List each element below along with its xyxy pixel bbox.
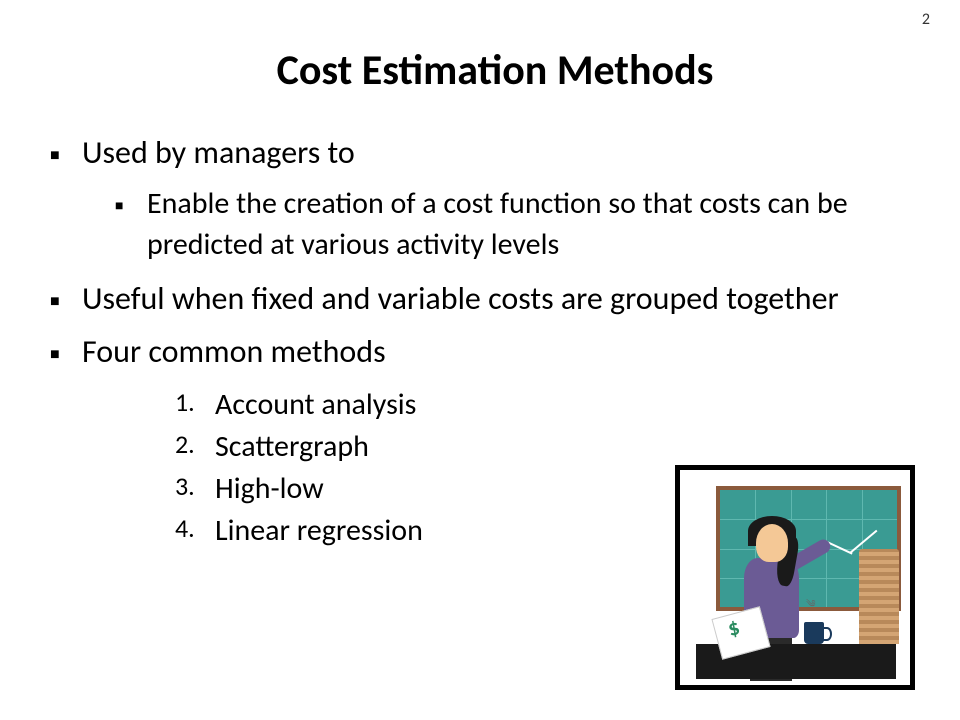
page-number: 2 <box>922 10 930 29</box>
numbered-text: Scattergraph <box>215 426 369 468</box>
numbered-text: High-low <box>215 468 324 510</box>
numbered-item: 1. Account analysis <box>175 384 910 426</box>
sub-bullet-item: ■ Enable the creation of a cost function… <box>115 184 910 265</box>
bullet-text: Used by managers to <box>82 131 355 174</box>
list-number: 4. <box>175 510 215 546</box>
sub-bullet-text: Enable the creation of a cost function s… <box>147 184 850 265</box>
steam-icon: ༄ <box>806 593 816 621</box>
bullet-text: Useful when fixed and variable costs are… <box>82 277 839 320</box>
clipart-presenter-icon: $ ༄ <box>675 465 915 690</box>
bullet-item: ■ Useful when fixed and variable costs a… <box>50 277 910 320</box>
numbered-text: Linear regression <box>215 510 423 552</box>
slide-title: Cost Estimation Methods <box>80 45 910 96</box>
person-head <box>756 524 788 562</box>
list-number: 1. <box>175 384 215 420</box>
numbered-text: Account analysis <box>215 384 416 426</box>
report-stack-icon <box>859 549 899 644</box>
coffee-mug-icon <box>804 622 824 644</box>
clipart-inner: $ ༄ <box>686 476 904 679</box>
numbered-item: 2. Scattergraph <box>175 426 910 468</box>
square-bullet-icon: ■ <box>50 291 64 313</box>
bullet-item: ■ Four common methods <box>50 330 910 373</box>
bullet-item: ■ Used by managers to <box>50 131 910 174</box>
slide-container: 2 Cost Estimation Methods ■ Used by mana… <box>0 0 960 720</box>
list-number: 2. <box>175 426 215 462</box>
square-bullet-icon: ■ <box>50 145 64 167</box>
list-number: 3. <box>175 468 215 504</box>
bullet-text: Four common methods <box>82 330 386 373</box>
square-bullet-icon: ■ <box>50 344 64 366</box>
square-bullet-icon: ■ <box>115 197 129 216</box>
